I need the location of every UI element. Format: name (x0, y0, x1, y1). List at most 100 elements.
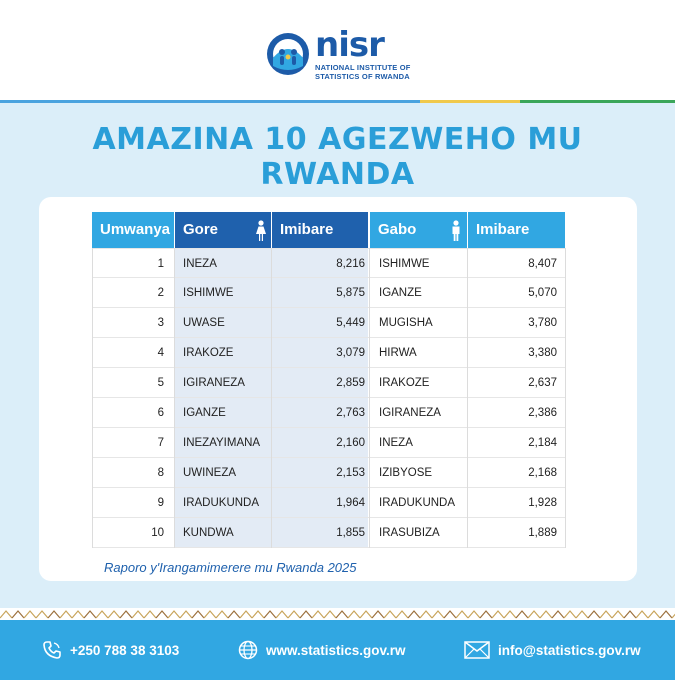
pattern-chevron (299, 610, 313, 619)
pattern-chevron (143, 610, 157, 619)
boy-name-cell: IRASUBIZA (379, 527, 440, 539)
girl-count-cell: 8,216 (336, 258, 365, 270)
boy-name-cell: MUGISHA (379, 317, 433, 329)
header-boys: Gabo (370, 212, 467, 248)
logo-wordmark: nisr (315, 25, 385, 65)
pattern-chevron (623, 610, 637, 619)
pattern-chevron (371, 610, 385, 619)
pattern-chevron (251, 610, 265, 619)
boy-name-cell: HIRWA (379, 347, 417, 359)
mail-icon (464, 641, 490, 659)
pattern-chevron (539, 610, 553, 619)
table-grid-line (565, 248, 566, 548)
table-row: 7 INEZAYIMANA 2,160 INEZA 2,184 (92, 428, 565, 458)
pattern-chevron (263, 610, 277, 619)
girl-count-cell: 2,153 (336, 467, 365, 479)
boy-count-cell: 2,168 (528, 467, 557, 479)
pattern-chevron (491, 610, 505, 619)
girl-name-cell: IRADUKUNDA (183, 497, 260, 509)
boy-count-cell: 1,889 (528, 527, 557, 539)
pattern-chevron (227, 610, 241, 619)
pattern-chevron (407, 610, 421, 619)
table-grid-line (271, 248, 272, 548)
pattern-chevron (383, 610, 397, 619)
pattern-chevron (635, 610, 649, 619)
rank-cell: 6 (157, 407, 164, 419)
table-row: 1 INEZA 8,216 ISHIMWE 8,407 (92, 248, 565, 278)
boy-count-cell: 8,407 (528, 258, 557, 270)
logo-subtitle-line2: STATISTICS OF RWANDA (315, 72, 410, 81)
pattern-chevron (395, 610, 409, 619)
table-row: 3 UWASE 5,449 MUGISHA 3,780 (92, 308, 565, 338)
girl-name-cell: IRAKOZE (183, 347, 234, 359)
table-row: 8 UWINEZA 2,153 IZIBYOSE 2,168 (92, 458, 565, 488)
rank-cell: 2 (157, 287, 164, 299)
pattern-chevron (311, 610, 325, 619)
pattern-chevron (347, 610, 361, 619)
pattern-chevron (647, 610, 661, 619)
decorative-pattern-strip (0, 608, 675, 620)
table-grid-line (92, 248, 93, 548)
pattern-chevron (443, 610, 457, 619)
girl-name-cell: IGANZE (183, 407, 226, 419)
pattern-chevron (11, 610, 25, 619)
table-grid-line (467, 248, 468, 548)
header-divider-yellow (420, 100, 520, 103)
pattern-chevron (155, 610, 169, 619)
pattern-chevron (83, 610, 97, 619)
rank-cell: 1 (157, 258, 164, 270)
boy-name-cell: ISHIMWE (379, 258, 430, 270)
pattern-chevron (59, 610, 73, 619)
rank-cell: 9 (157, 497, 164, 509)
boy-name-cell: IZIBYOSE (379, 467, 433, 479)
pattern-chevron (671, 613, 675, 619)
logo-subtitle-line1: NATIONAL INSTITUTE OF (315, 63, 411, 72)
rank-cell: 7 (157, 437, 164, 449)
pattern-chevron (503, 610, 517, 619)
boy-count-cell: 3,780 (528, 317, 557, 329)
boy-name-cell: IGIRANEZA (379, 407, 441, 419)
source-note: Raporo y'Irangamimerere mu Rwanda 2025 (104, 560, 357, 575)
header-divider-blue (0, 100, 420, 103)
header-girls: Gore (175, 212, 271, 248)
footer-email[interactable]: info@statistics.gov.rw (464, 638, 641, 662)
pattern-chevron (215, 610, 229, 619)
pattern-chevron (515, 610, 529, 619)
table-row: 6 IGANZE 2,763 IGIRANEZA 2,386 (92, 398, 565, 428)
footer-email-text: info@statistics.gov.rw (498, 642, 641, 658)
table-row: 2 ISHIMWE 5,875 IGANZE 5,070 (92, 278, 565, 308)
footer-phone[interactable]: +250 788 38 3103 (42, 638, 179, 662)
footer: +250 788 38 3103 www.statistics.gov.rw i… (0, 620, 675, 680)
table-row: 10 KUNDWA 1,855 IRASUBIZA 1,889 (92, 518, 565, 548)
title-line1: AMAZINA 10 AGEZWEHO MU (92, 122, 583, 157)
pattern-chevron (431, 610, 445, 619)
pattern-chevron (275, 610, 289, 619)
girls-name-column-bg (175, 248, 271, 548)
header-girls-count: Imibare (272, 212, 368, 248)
boy-name-cell: IRADUKUNDA (379, 497, 456, 509)
female-icon (256, 220, 266, 241)
pattern-chevron (551, 610, 565, 619)
pattern-chevron (287, 610, 301, 619)
boy-count-cell: 2,386 (528, 407, 557, 419)
pattern-chevron (203, 610, 217, 619)
pattern-chevron (419, 610, 433, 619)
girl-count-cell: 2,160 (336, 437, 365, 449)
rank-cell: 3 (157, 317, 164, 329)
pattern-chevron (0, 610, 13, 619)
boy-count-cell: 3,380 (528, 347, 557, 359)
pattern-chevron (563, 610, 577, 619)
girl-name-cell: INEZA (183, 258, 217, 270)
pattern-chevron (23, 610, 37, 619)
header-boys-label: Gabo (378, 221, 417, 238)
pattern-chevron (179, 610, 193, 619)
girl-name-cell: INEZAYIMANA (183, 437, 261, 449)
pattern-chevron (131, 610, 145, 619)
girl-count-cell: 2,763 (336, 407, 365, 419)
page-title: AMAZINA 10 AGEZWEHO MU RWANDA (0, 122, 675, 192)
girl-count-cell: 2,859 (336, 377, 365, 389)
rank-cell: 10 (151, 527, 164, 539)
main-panel: AMAZINA 10 AGEZWEHO MU RWANDA Umwanya Go… (0, 103, 675, 613)
girls-count-column-bg (272, 248, 368, 548)
footer-website[interactable]: www.statistics.gov.rw (238, 638, 406, 662)
